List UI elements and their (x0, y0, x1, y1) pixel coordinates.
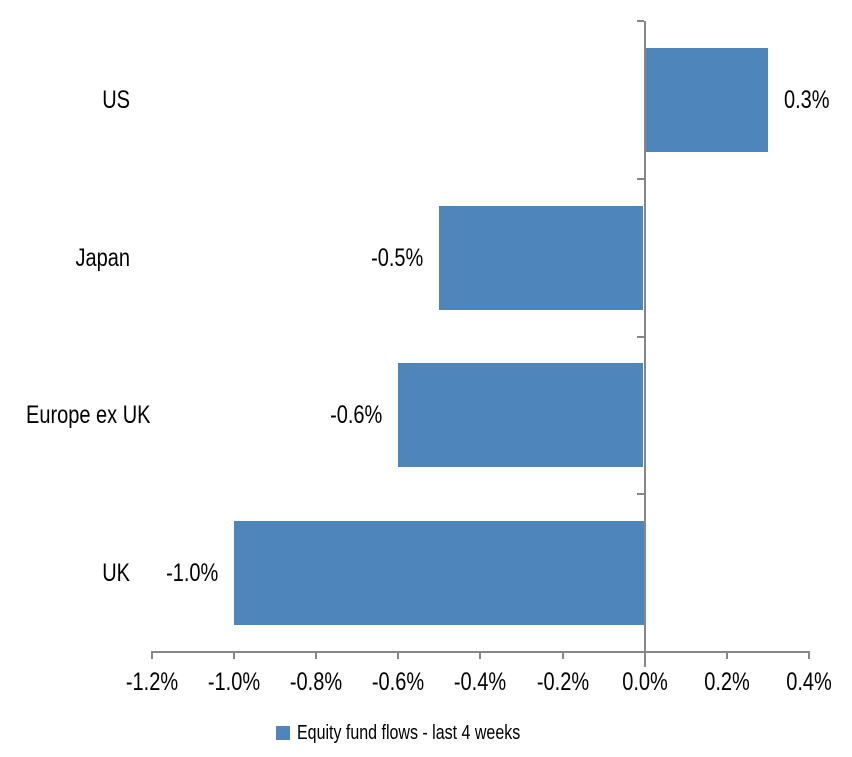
x-axis-tick (726, 651, 728, 659)
x-axis-tick-label: -0.6% (371, 668, 425, 696)
bar-us (646, 48, 768, 152)
x-axis-tick (397, 651, 399, 659)
legend: Equity fund flows - last 4 weeks (0, 719, 852, 747)
x-axis-tick-label: 0.0% (622, 668, 668, 696)
bar-uk (234, 521, 644, 625)
x-axis-tick-label: 0.2% (704, 668, 750, 696)
legend-series-label: Equity fund flows - last 4 weeks (296, 722, 521, 744)
category-axis-tick (637, 336, 644, 338)
x-axis-tick-label: -1.0% (207, 668, 261, 696)
x-axis-tick (808, 651, 810, 659)
category-axis-tick (637, 20, 644, 22)
legend-series-swatch (275, 726, 290, 740)
x-axis-tick (644, 651, 646, 667)
category-label: Japan (75, 244, 131, 272)
data-label: -1.0% (165, 559, 218, 587)
category-axis-line (644, 21, 646, 652)
bar-europe-ex-uk (398, 363, 643, 467)
x-axis-tick (315, 651, 317, 659)
x-axis-tick (233, 651, 235, 659)
category-label: UK (102, 559, 130, 587)
x-axis-tick-label: -0.8% (289, 668, 343, 696)
category-axis-tick (637, 178, 644, 180)
x-axis-tick (151, 651, 153, 659)
x-axis-tick-label: -0.2% (536, 668, 590, 696)
data-label: -0.6% (329, 401, 382, 429)
x-axis-tick (562, 651, 564, 659)
x-axis-tick-label: -1.2% (125, 668, 179, 696)
category-axis-tick (637, 493, 644, 495)
data-label: -0.5% (370, 244, 423, 272)
category-label: US (102, 86, 130, 114)
x-axis-tick-label: 0.4% (786, 668, 832, 696)
data-label: 0.3% (784, 86, 830, 114)
category-label: Europe ex UK (26, 401, 151, 429)
x-axis-tick (479, 651, 481, 659)
x-axis-tick-label: -0.4% (453, 668, 507, 696)
bar-japan (439, 206, 643, 310)
